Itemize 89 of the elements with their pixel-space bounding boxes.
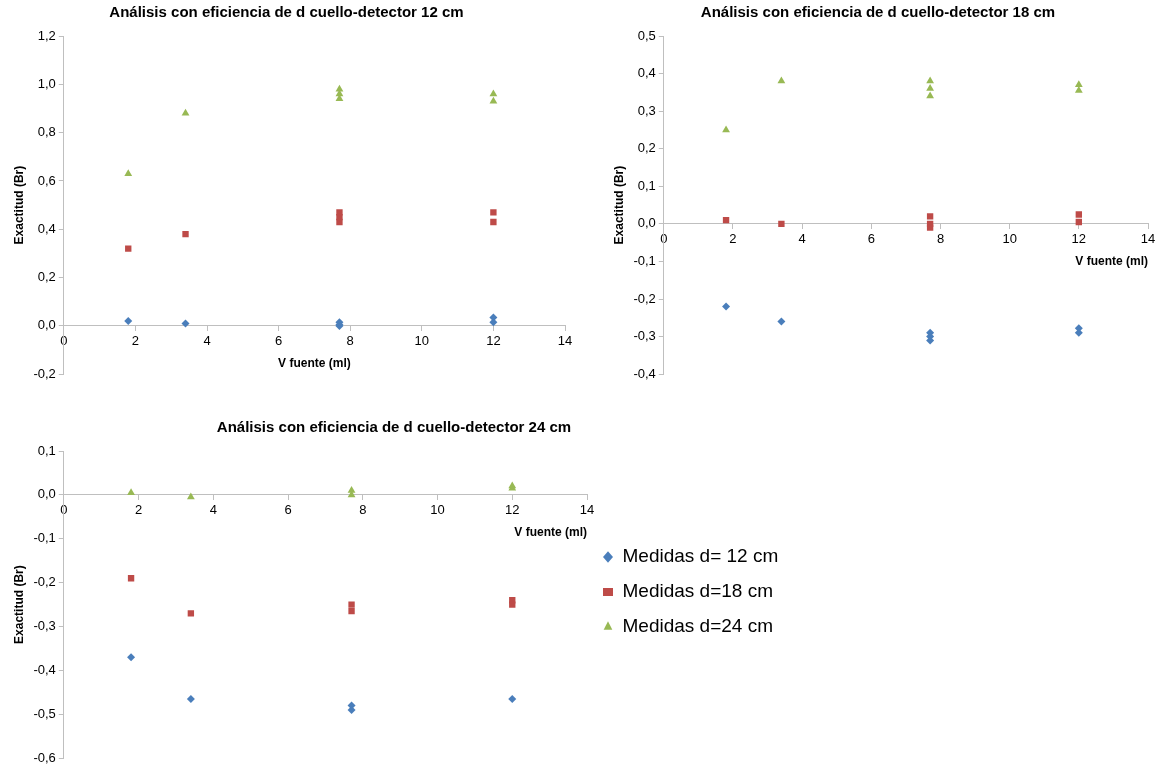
x-tick-label: 14 (1140, 231, 1156, 247)
x-axis-title: V fuente (ml) (514, 525, 587, 539)
y-axis-title: Exactitud (Br) (611, 165, 626, 245)
y-tick-label: 0,2 (637, 140, 656, 156)
x-tick-label: 4 (798, 231, 806, 247)
point (490, 209, 497, 216)
x-tick-label: 12 (505, 502, 520, 518)
point (489, 89, 498, 97)
point (124, 317, 133, 326)
legend-label: Medidas d=24 cm (622, 615, 773, 637)
y-tick-label: 1,0 (37, 75, 56, 91)
y-tick-label: 0,4 (37, 220, 56, 236)
point (490, 218, 497, 226)
x-tick-label: 12 (1071, 231, 1087, 247)
x-tick-label: 14 (579, 502, 595, 518)
x-tick-label: 4 (209, 502, 217, 518)
y-tick-label: -0,3 (33, 618, 56, 634)
point (347, 486, 356, 493)
x-tick-label: 10 (414, 333, 430, 349)
x-tick-label: 6 (867, 231, 875, 247)
y-tick-label: -0,2 (33, 574, 56, 590)
y-tick-label: 0,2 (37, 269, 56, 285)
y-tick-label: -0,1 (633, 253, 656, 269)
point (722, 302, 731, 311)
x-tick-label: 10 (430, 502, 445, 518)
point (187, 610, 195, 617)
y-tick-label: -0,2 (33, 365, 56, 381)
x-tick-label: 4 (203, 333, 211, 349)
y-tick-label: 0,8 (37, 124, 56, 140)
point (348, 608, 355, 615)
x-tick-label: 8 (936, 231, 945, 247)
point (1075, 211, 1083, 218)
y-tick-label: -0,3 (633, 328, 656, 344)
point (181, 319, 190, 328)
y-tick-label: 0,0 (37, 317, 56, 333)
chart-title: Análisis con eficiencia de d cuello-detector 18 cm (700, 3, 1056, 21)
point (348, 601, 355, 608)
y-tick-label: 0,6 (37, 172, 56, 188)
y-tick-label: -0,4 (633, 365, 656, 381)
x-tick-label: 10 (1002, 231, 1017, 247)
x-tick-label: 8 (346, 333, 354, 349)
y-tick-label: 0,1 (37, 442, 56, 458)
point (509, 601, 516, 608)
x-tick-label: 6 (274, 333, 283, 349)
y-tick-label: -0,2 (633, 290, 656, 306)
y-tick-label: -0,1 (33, 530, 56, 546)
y-tick-label: 0,1 (637, 177, 656, 193)
chart-title: Análisis con eficiencia de d cuello-detector 12 cm (109, 3, 464, 21)
point (124, 169, 133, 176)
x-axis-title: V fuente (ml) (1075, 254, 1148, 268)
x-tick-label: 2 (134, 502, 143, 518)
y-tick-label: 0,5 (637, 27, 656, 43)
point (508, 694, 517, 703)
point (926, 84, 935, 91)
point (1074, 80, 1083, 88)
x-tick-label: 12 (486, 333, 501, 349)
point (186, 694, 195, 703)
legend-label: Medidas d=18 cm (622, 580, 773, 602)
x-tick-label: 8 (359, 502, 367, 518)
chart-title: Análisis con eficiencia de d cuello-detector 24 cm (216, 418, 572, 436)
y-tick-label: 0,0 (37, 486, 56, 502)
point (127, 488, 135, 495)
y-tick-label: 0,4 (637, 65, 656, 81)
y-tick-label: -0,6 (33, 749, 56, 765)
point (926, 76, 935, 84)
point (335, 84, 344, 92)
y-tick-label: -0,5 (33, 705, 56, 721)
point (926, 213, 934, 220)
y-axis-title: Exactitud (Br) (11, 565, 26, 644)
x-tick-label: 2 (729, 231, 737, 247)
legend-label: Medidas d= 12 cm (622, 545, 779, 567)
x-tick-label: 2 (131, 333, 140, 349)
point (722, 125, 730, 133)
point (778, 220, 785, 228)
point (181, 108, 190, 116)
point (777, 317, 786, 326)
y-axis-title: Exactitud (Br) (11, 165, 26, 245)
point (125, 245, 132, 252)
point (336, 209, 343, 216)
x-tick-label: 14 (557, 333, 573, 349)
y-tick-label: -0,4 (33, 662, 56, 678)
point (127, 653, 136, 662)
y-tick-label: 1,2 (37, 27, 56, 43)
x-tick-label: 6 (284, 502, 292, 518)
point (186, 492, 195, 500)
y-tick-label: 0,0 (637, 215, 656, 231)
point (182, 230, 189, 238)
x-axis-title: V fuente (ml) (278, 356, 351, 370)
y-tick-label: 0,3 (637, 102, 656, 118)
